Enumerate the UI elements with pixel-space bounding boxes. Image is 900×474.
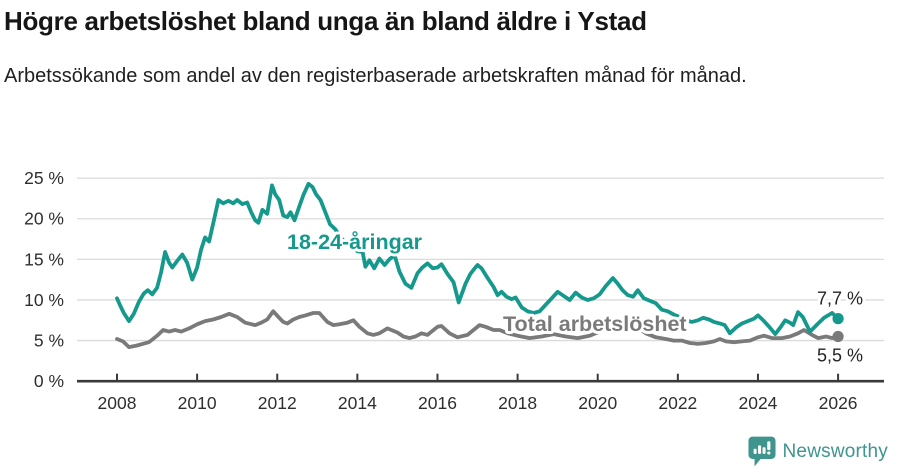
x-tick-label: 2020 [578, 393, 617, 413]
young-end-value-label: 7,7 % [817, 289, 863, 309]
x-tick-label: 2026 [819, 393, 858, 413]
total-series-label: Total arbetslöshet [503, 312, 687, 336]
page-title: Högre arbetslöshet bland unga än bland ä… [4, 6, 647, 36]
x-tick-label: 2022 [658, 393, 697, 413]
x-tick-label: 2014 [338, 393, 377, 413]
newsworthy-bubble-icon [747, 436, 776, 467]
chart-svg: 0 % 5 % 10 % 15 % 20 % 25 % 2008 2010 2012 2014 20… [24, 168, 884, 413]
x-tick-label: 2010 [178, 393, 217, 413]
y-tick-label: 15 % [24, 249, 64, 269]
chart-header: Högre arbetslöshet bland unga än bland ä… [4, 6, 884, 89]
x-tick-label: 2008 [98, 393, 137, 413]
series-end-dot [832, 313, 844, 325]
y-tick-label: 20 % [24, 209, 64, 229]
series-end-dot [832, 330, 844, 343]
x-tick-label: 2012 [258, 393, 297, 413]
young-unemployment-line [115, 181, 840, 336]
x-tick-label: 2018 [498, 393, 537, 413]
total-unemployment-line [115, 309, 840, 349]
page-subtitle: Arbetssökande som andel av den registerb… [4, 65, 747, 87]
line-chart: 0 % 5 % 10 % 15 % 20 % 25 % 2008 2010 2012 2014 20… [0, 150, 900, 450]
newsworthy-brand-name[interactable]: Newsworthy [782, 440, 888, 462]
x-tick-label: 2024 [738, 393, 777, 413]
newsworthy-logo[interactable]: Newsworthy [747, 436, 888, 467]
x-tick-label: 2016 [418, 393, 457, 413]
y-tick-label: 25 % [24, 168, 64, 188]
young-series-label: 18-24-åringar [287, 230, 423, 254]
y-tick-label: 0 % [34, 371, 64, 391]
y-tick-label: 10 % [24, 290, 64, 310]
y-tick-label: 5 % [34, 331, 64, 351]
total-end-value-label: 5,5 % [817, 346, 863, 366]
